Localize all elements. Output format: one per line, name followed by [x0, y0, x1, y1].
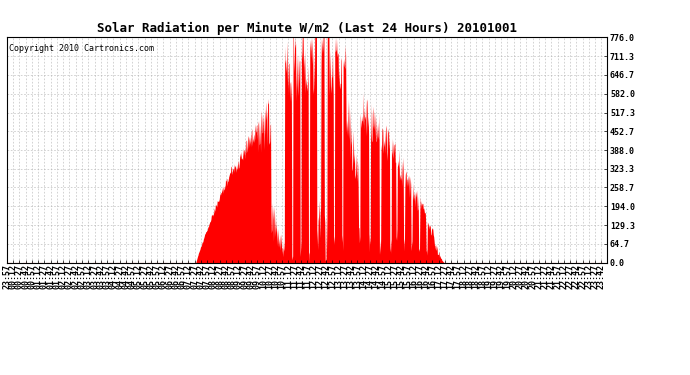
Title: Solar Radiation per Minute W/m2 (Last 24 Hours) 20101001: Solar Radiation per Minute W/m2 (Last 24…	[97, 22, 517, 35]
Text: Copyright 2010 Cartronics.com: Copyright 2010 Cartronics.com	[9, 44, 154, 53]
